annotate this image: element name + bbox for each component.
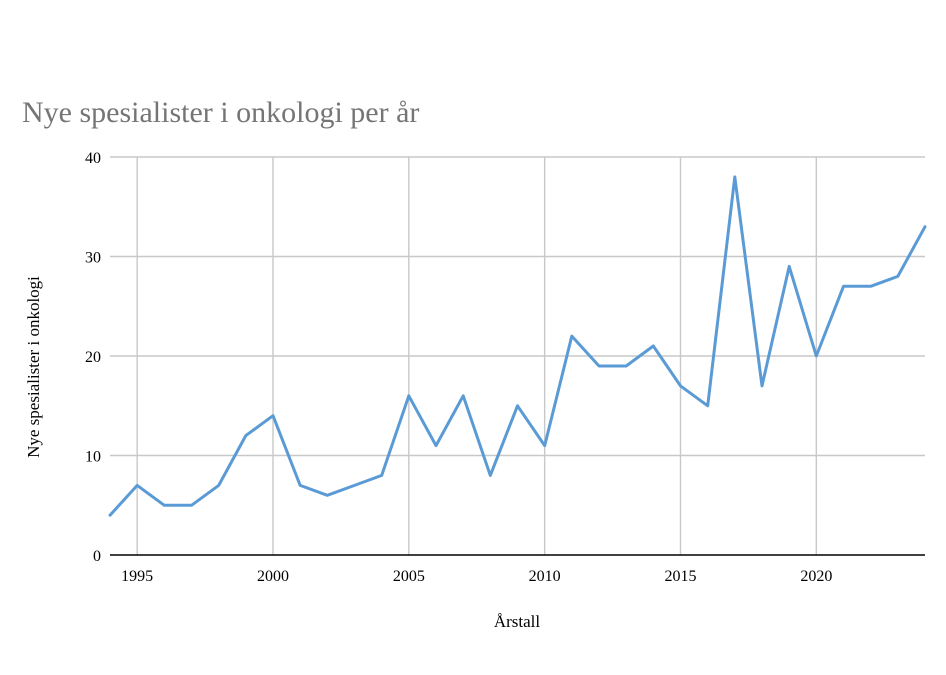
series-layer (108, 175, 927, 517)
x-tick-label: 2015 (665, 568, 697, 585)
x-tick-label: 2010 (529, 568, 561, 585)
x-tick-label: 2020 (800, 568, 832, 585)
y-tick-label: 40 (85, 150, 101, 167)
x-tick-label: 2005 (393, 568, 425, 585)
chart-title: Nye spesialister i onkologi per år (22, 96, 419, 129)
y-axis-ticks: 0 10 20 30 40 (85, 150, 101, 565)
y-tick-label: 30 (85, 250, 101, 267)
y-tick-label: 20 (85, 349, 101, 366)
series-line (108, 175, 927, 517)
y-axis-label: Nye spesialister i onkologi (24, 276, 43, 458)
x-tick-label: 2000 (257, 568, 289, 585)
x-axis-ticks: 1995 2000 2005 2010 2015 2020 (121, 568, 832, 585)
x-axis-label: Årstall (494, 612, 541, 631)
y-tick-label: 0 (93, 548, 101, 565)
x-tick-label: 1995 (121, 568, 153, 585)
gridlines (110, 156, 925, 556)
y-tick-label: 10 (85, 449, 101, 466)
